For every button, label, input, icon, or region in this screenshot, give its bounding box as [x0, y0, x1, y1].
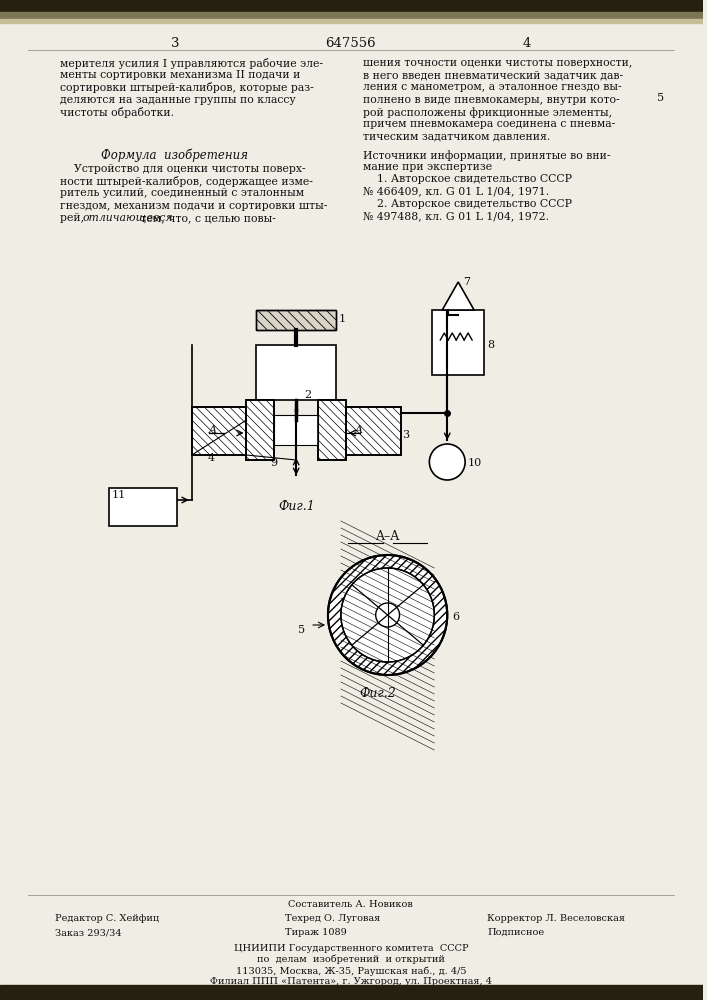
- Text: в него введен пневматический задатчик дав-: в него введен пневматический задатчик да…: [363, 70, 623, 80]
- Text: рой расположены фрикционные элементы,: рой расположены фрикционные элементы,: [363, 107, 612, 118]
- Bar: [346, 407, 401, 455]
- Text: A: A: [209, 425, 217, 435]
- Text: Составитель А. Новиков: Составитель А. Новиков: [288, 900, 413, 909]
- Text: гнездом, механизм подачи и сортировки шты-: гнездом, механизм подачи и сортировки шт…: [59, 201, 327, 211]
- Text: 5: 5: [298, 625, 305, 635]
- Bar: [318, 400, 346, 460]
- Text: Формула  изобретения: Формула изобретения: [101, 148, 248, 161]
- Text: 1: 1: [339, 314, 346, 324]
- Text: Источники информации, принятые во вни-: Источники информации, принятые во вни-: [363, 150, 610, 161]
- Bar: [433, 310, 484, 375]
- Text: тем, что, с целью повы-: тем, что, с целью повы-: [137, 213, 276, 223]
- Bar: [247, 400, 274, 460]
- Text: чистоты обработки.: чистоты обработки.: [59, 107, 174, 118]
- Text: № 497488, кл. G 01 L 1/04, 1972.: № 497488, кл. G 01 L 1/04, 1972.: [363, 211, 549, 221]
- Text: 4: 4: [208, 453, 215, 463]
- Text: 113035, Москва, Ж-35, Раушская наб., д. 4/5: 113035, Москва, Ж-35, Раушская наб., д. …: [235, 966, 466, 976]
- Text: шения точности оценки чистоты поверхности,: шения точности оценки чистоты поверхност…: [363, 58, 632, 68]
- Circle shape: [375, 603, 399, 627]
- Text: рей,: рей,: [59, 213, 87, 223]
- Bar: [274, 415, 318, 445]
- Text: Редактор С. Хейфиц: Редактор С. Хейфиц: [54, 914, 159, 923]
- Bar: [257, 345, 336, 400]
- Text: Фиг.1: Фиг.1: [279, 500, 315, 513]
- Text: Устройство для оценки чистоты поверх-: Устройство для оценки чистоты поверх-: [59, 164, 305, 174]
- Text: Филиал ППП «Патента», г. Ужгород, ул. Проектная, 4: Филиал ППП «Патента», г. Ужгород, ул. Пр…: [210, 977, 492, 986]
- Text: Заказ 293/34: Заказ 293/34: [54, 928, 122, 937]
- Text: 5: 5: [657, 93, 664, 103]
- Text: 6: 6: [452, 612, 460, 622]
- Bar: [192, 407, 247, 455]
- Circle shape: [429, 444, 465, 480]
- Text: 647556: 647556: [325, 37, 376, 50]
- Text: 7: 7: [463, 277, 470, 287]
- Text: деляются на заданные группы по классу: деляются на заданные группы по классу: [59, 95, 296, 105]
- Text: 2. Авторское свидетельство СССР: 2. Авторское свидетельство СССР: [363, 199, 572, 209]
- Text: 8: 8: [487, 340, 494, 350]
- Circle shape: [328, 555, 448, 675]
- Circle shape: [341, 568, 434, 662]
- Text: ления с манометром, а эталонное гнездо вы-: ления с манометром, а эталонное гнездо в…: [363, 82, 621, 92]
- Text: причем пневмокамера соединена с пневма-: причем пневмокамера соединена с пневма-: [363, 119, 615, 129]
- Text: 9: 9: [270, 458, 277, 468]
- Text: ритель усилий, соединенный с эталонным: ритель усилий, соединенный с эталонным: [59, 188, 304, 198]
- Text: № 466409, кл. G 01 L 1/04, 1971.: № 466409, кл. G 01 L 1/04, 1971.: [363, 186, 549, 196]
- Bar: [192, 407, 247, 455]
- Bar: [0, 12, 703, 19]
- Text: мерителя усилия I управляются рабочие эле-: мерителя усилия I управляются рабочие эл…: [59, 58, 322, 69]
- Text: мание при экспертизе: мание при экспертизе: [363, 162, 492, 172]
- Text: менты сортировки механизма II подачи и: менты сортировки механизма II подачи и: [59, 70, 300, 80]
- Bar: [0, 985, 703, 1000]
- Text: Корректор Л. Веселовская: Корректор Л. Веселовская: [487, 914, 625, 923]
- Text: Тираж 1089: Тираж 1089: [285, 928, 347, 937]
- Text: сортировки штырей-калибров, которые раз-: сортировки штырей-калибров, которые раз-: [59, 82, 313, 93]
- Text: ности штырей-калибров, содержащее изме-: ности штырей-калибров, содержащее изме-: [59, 176, 312, 187]
- Text: по  делам  изобретений  и открытий: по делам изобретений и открытий: [257, 955, 445, 964]
- Text: 2: 2: [304, 390, 311, 400]
- Text: Фиг.2: Фиг.2: [359, 687, 396, 700]
- Text: полнено в виде пневмокамеры, внутри кото-: полнено в виде пневмокамеры, внутри кото…: [363, 95, 619, 105]
- Bar: [318, 400, 346, 460]
- Bar: [0, 0, 703, 12]
- Bar: [247, 400, 274, 460]
- Polygon shape: [443, 282, 474, 310]
- Bar: [0, 19, 703, 23]
- Text: 3: 3: [170, 37, 179, 50]
- Text: отличающееся: отличающееся: [83, 213, 173, 223]
- Text: 4: 4: [522, 37, 531, 50]
- Text: тическим задатчиком давления.: тическим задатчиком давления.: [363, 131, 550, 141]
- Text: 11: 11: [111, 490, 126, 500]
- Text: A–A: A–A: [375, 530, 399, 543]
- Bar: [110, 488, 177, 526]
- Bar: [346, 407, 401, 455]
- Text: Техред О. Луговая: Техред О. Луговая: [285, 914, 380, 923]
- Text: 1. Авторское свидетельство СССР: 1. Авторское свидетельство СССР: [363, 174, 572, 184]
- Text: A: A: [355, 425, 363, 435]
- Bar: [257, 310, 336, 330]
- Text: 3: 3: [402, 430, 409, 440]
- Text: Подписное: Подписное: [487, 928, 544, 937]
- Bar: [257, 310, 336, 330]
- Text: ЦНИИПИ Государственного комитета  СССР: ЦНИИПИ Государственного комитета СССР: [233, 944, 468, 953]
- Text: 10: 10: [468, 458, 482, 468]
